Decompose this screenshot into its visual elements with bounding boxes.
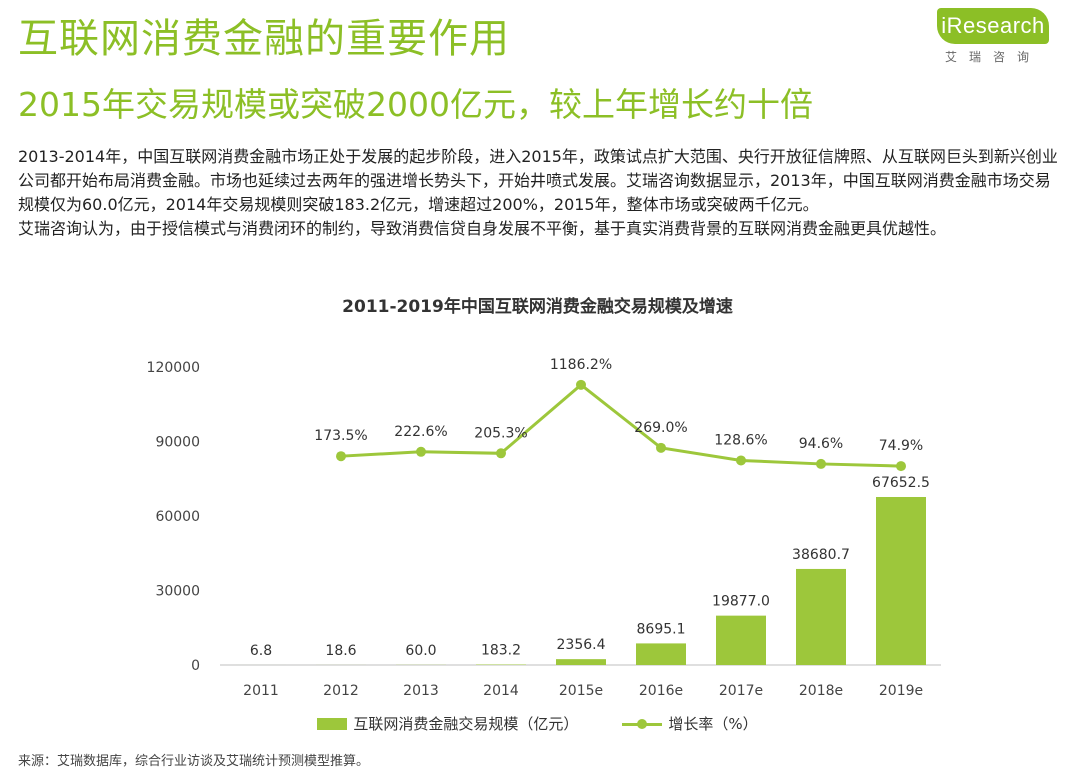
x-tick-label: 2016e (639, 683, 683, 699)
growth-value-label: 269.0% (634, 420, 687, 436)
growth-value-label: 94.6% (799, 436, 843, 452)
legend-line-swatch (622, 718, 663, 730)
growth-point (336, 451, 346, 462)
growth-value-label: 74.9% (879, 438, 923, 454)
chart-title: 2011-2019年中国互联网消费金融交易规模及增速 (342, 297, 733, 317)
x-tick-label: 2015e (559, 683, 603, 699)
x-tick-label: 2011 (243, 683, 279, 699)
y-tick-label: 0 (191, 658, 200, 674)
body-text: 2013-2014年，中国互联网消费金融市场正处于发展的起步阶段，进入2015年… (18, 145, 1058, 241)
logo-subtext: 艾瑞咨询 (944, 50, 1041, 64)
bar (876, 496, 926, 665)
bar-value-label: 38680.7 (792, 547, 850, 563)
growth-value-label: 205.3% (474, 425, 527, 441)
growth-point (496, 448, 506, 459)
legend-item-growth: 增长率（%） (622, 713, 758, 734)
growth-point (816, 458, 826, 469)
x-tick-label: 2013 (403, 683, 439, 699)
combo-chart: 120000 90000 60000 30000 0 2011 2012 2013 2014 20… (147, 357, 941, 699)
bar-value-label: 60.0 (405, 643, 436, 659)
chart-legend: 互联网消费金融交易规模（亿元） 增长率（%） (0, 713, 1075, 734)
logo-mark: iResearch (937, 8, 1049, 44)
x-tick-label: 2017e (719, 683, 763, 699)
x-tick-label: 2018e (799, 683, 843, 699)
source-note: 来源：艾瑞数据库，综合行业访谈及艾瑞统计预测模型推算。 (18, 754, 370, 769)
bar-value-label: 18.6 (325, 643, 356, 659)
bar (796, 568, 846, 665)
bar-value-label: 67652.5 (872, 475, 930, 491)
legend-item-volume: 互联网消费金融交易规模（亿元） (317, 713, 578, 734)
growth-value-label: 128.6% (714, 432, 767, 448)
body-paragraph-2: 艾瑞咨询认为，由于授信模式与消费闭环的制约，导致消费信贷自身发展不平衡，基于真实… (18, 219, 947, 238)
growth-line (340, 382, 902, 468)
bar (716, 615, 766, 665)
legend-label-volume: 互联网消费金融交易规模（亿元） (353, 715, 579, 733)
bar-value-label: 19877.0 (712, 594, 770, 610)
y-tick-label: 30000 (155, 584, 200, 600)
y-tick-label: 120000 (147, 360, 200, 376)
growth-point (576, 379, 586, 390)
bar-value-label: 6.8 (250, 643, 272, 659)
growth-point (736, 455, 746, 466)
growth-point (896, 461, 906, 472)
growth-value-label: 173.5% (314, 428, 367, 444)
x-tick-label: 2012 (323, 683, 359, 699)
x-tick-label: 2019e (879, 683, 923, 699)
bar-value-label: 8695.1 (637, 621, 686, 637)
legend-label-growth: 增长率（%） (668, 715, 758, 733)
y-tick-label: 60000 (155, 509, 200, 525)
growth-point (656, 442, 666, 453)
page-subtitle: 2015年交易规模或突破2000亿元，较上年增长约十倍 (18, 85, 813, 124)
legend-bar-swatch (317, 717, 348, 730)
bar-value-label: 2356.4 (557, 637, 606, 653)
bar-value-label: 183.2 (481, 643, 521, 659)
page-title: 互联网消费金融的重要作用 (18, 16, 510, 62)
bar (636, 643, 686, 665)
y-tick-label: 90000 (155, 435, 200, 451)
x-tick-label: 2014 (483, 683, 519, 699)
bar (556, 659, 606, 665)
growth-point (416, 446, 426, 457)
iresearch-logo: iResearch 艾瑞咨询 (934, 8, 1049, 66)
growth-value-label: 1186.2% (550, 357, 612, 373)
growth-value-label: 222.6% (394, 424, 447, 440)
body-paragraph-1: 2013-2014年，中国互联网消费金融市场正处于发展的起步阶段，进入2015年… (18, 147, 1058, 214)
